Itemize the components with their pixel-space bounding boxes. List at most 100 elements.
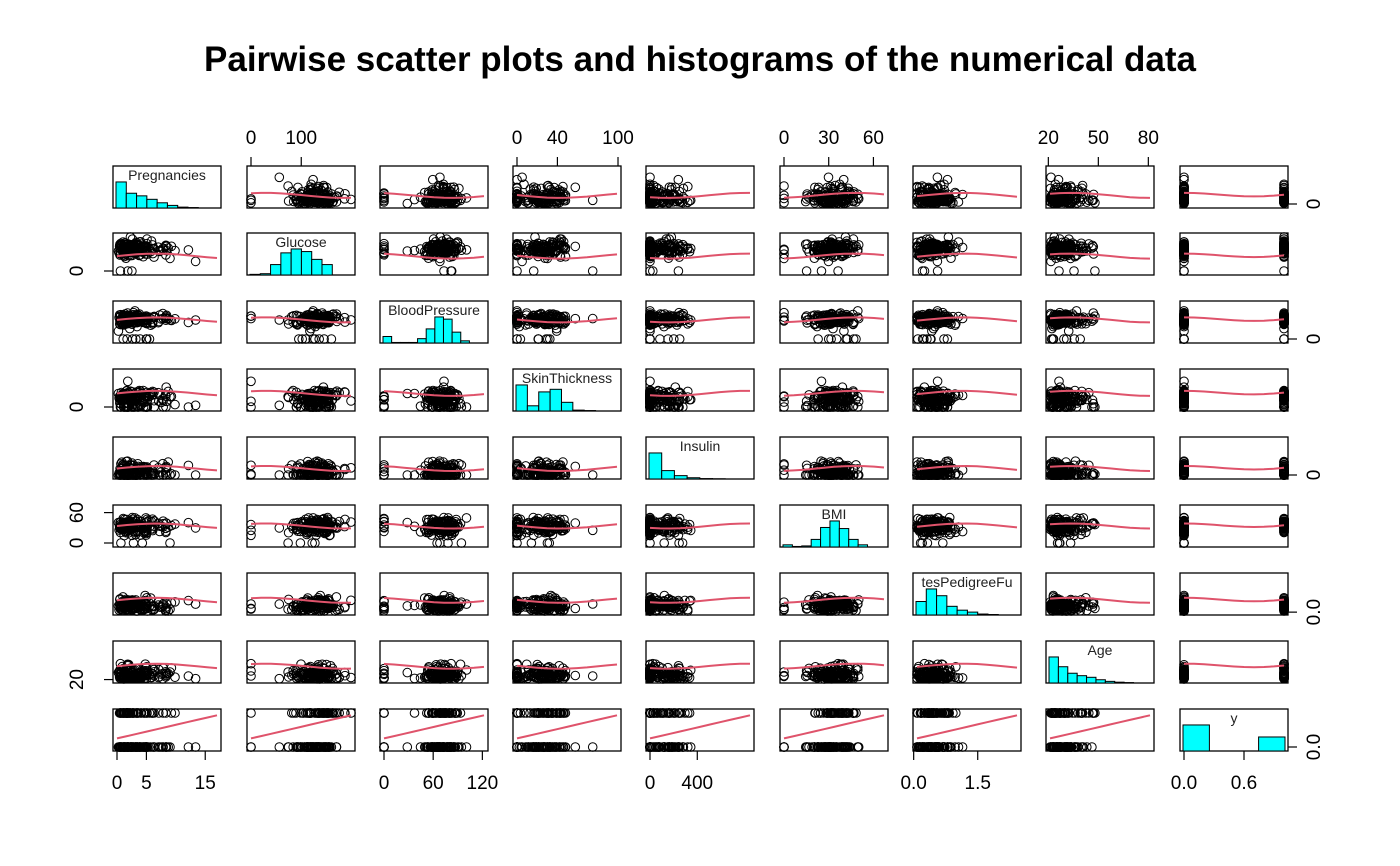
- hist-bar: [300, 251, 313, 276]
- scatter-point: [932, 266, 943, 276]
- hist-bar: [538, 391, 551, 412]
- panel-frame: [1179, 300, 1289, 344]
- hist-bar: [442, 318, 453, 344]
- diag-label: Glucose: [275, 234, 327, 250]
- scatter-point: [536, 183, 546, 194]
- loess-line: [1183, 389, 1285, 396]
- hist-bar: [249, 273, 261, 276]
- scatter-point: [830, 180, 841, 191]
- panel-2-0: [112, 300, 222, 344]
- scatter-point: [246, 402, 256, 412]
- scatter-point: [321, 195, 332, 205]
- scatter-point: [664, 182, 675, 192]
- scatter-point: [1069, 266, 1079, 276]
- scatter-point: [379, 197, 389, 207]
- panel-1-6: [912, 232, 1022, 276]
- panel-1-8: [1179, 232, 1289, 276]
- scatter-point: [828, 186, 839, 197]
- scatter-point: [297, 192, 308, 203]
- scatter-point: [512, 182, 522, 193]
- panel-0-1: [246, 165, 356, 209]
- panel-2-2: BloodPressure: [379, 300, 489, 344]
- scatter-point: [1279, 334, 1289, 344]
- scatter-point: [434, 195, 445, 206]
- scatter-point: [823, 172, 834, 183]
- scatter-point: [587, 266, 598, 276]
- loess-line: [1183, 316, 1285, 322]
- hist-bar: [560, 401, 574, 412]
- scatter-point: [308, 174, 318, 185]
- scatter-point: [779, 181, 789, 191]
- scatter-point: [1054, 266, 1064, 276]
- hist-bar: [572, 409, 585, 412]
- scatter-point: [824, 196, 834, 207]
- panel-1-7: [1045, 232, 1155, 276]
- scatter-point: [170, 399, 180, 410]
- panel-2-3: [512, 300, 622, 344]
- scatter-point: [919, 266, 930, 276]
- scatter-point: [246, 198, 256, 208]
- scatter-point: [1179, 334, 1189, 344]
- panel-0-4: [645, 165, 755, 209]
- scatter-point: [318, 198, 329, 208]
- scatter-point: [816, 376, 827, 387]
- scatter-point: [246, 376, 256, 387]
- hist-bar: [451, 331, 462, 344]
- scatter-point: [801, 266, 812, 276]
- diag-label: BloodPressure: [388, 302, 480, 318]
- panel-1-1: Glucose: [246, 232, 356, 276]
- panel-1-5: [779, 232, 889, 276]
- loess-line: [783, 191, 885, 199]
- hist-bar: [290, 248, 302, 276]
- panel-3-5: [779, 368, 889, 412]
- panel-0-7: [1045, 165, 1155, 209]
- scatter-point: [512, 174, 522, 185]
- scatter-point: [816, 266, 827, 276]
- scatter-point: [123, 376, 133, 387]
- scatter-point: [560, 195, 571, 206]
- scatter-point: [190, 470, 201, 480]
- panel-grid: PregnanciesGlucoseBloodPressureSkinThick…: [67, 128, 1325, 794]
- hist-bar: [382, 335, 393, 344]
- hist-bar: [311, 258, 323, 276]
- panel-frame: [1179, 165, 1289, 209]
- panel-0-2: [379, 165, 489, 209]
- scatter-point: [321, 182, 332, 193]
- hist-bar: [115, 181, 127, 209]
- panel-1-2: [379, 232, 489, 276]
- scatter-point: [657, 187, 667, 197]
- scatter-point: [274, 172, 285, 183]
- hist-bar: [177, 206, 189, 209]
- scatter-point: [1279, 266, 1289, 276]
- panel-3-6: [912, 368, 1022, 412]
- hist-bar: [321, 264, 333, 276]
- scatter-point: [346, 396, 356, 406]
- scatter-point: [838, 174, 849, 185]
- hist-bar: [434, 316, 444, 344]
- scatter-point: [810, 182, 820, 193]
- hist-bar: [125, 192, 138, 209]
- hist-bar: [399, 341, 410, 344]
- panel-0-5: [779, 165, 889, 209]
- panel-2-4: [645, 300, 755, 344]
- scatter-point: [779, 402, 789, 412]
- scatter-point: [274, 400, 285, 411]
- scatter-point: [804, 192, 814, 203]
- panel-3-8: [1179, 368, 1289, 412]
- scatter-point: [543, 180, 553, 191]
- scatter-point: [645, 334, 655, 344]
- scatter-point: [683, 181, 693, 192]
- scatter-point: [512, 197, 522, 208]
- scatter-point: [779, 190, 789, 201]
- hist-bar: [146, 198, 158, 209]
- scatter-point: [1090, 266, 1100, 276]
- scatter-point: [346, 194, 356, 205]
- scatter-point: [813, 334, 823, 344]
- hist-bar: [425, 328, 436, 344]
- hist-bar: [280, 252, 292, 276]
- scatter-point: [287, 186, 297, 197]
- hist-bar: [549, 388, 562, 412]
- scatter-point: [648, 180, 659, 191]
- loess-line: [1183, 252, 1285, 259]
- hist-bar: [417, 338, 427, 344]
